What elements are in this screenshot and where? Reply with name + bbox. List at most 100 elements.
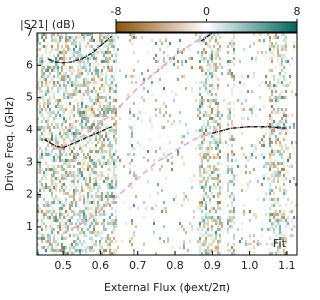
- heatmap-cell: [277, 36, 279, 39]
- heatmap-cell: [183, 228, 185, 231]
- heatmap-cell: [99, 147, 101, 150]
- heatmap-cell: [53, 96, 55, 99]
- heatmap-cell: [219, 207, 221, 210]
- heatmap-cell: [105, 36, 107, 39]
- heatmap-cell: [99, 72, 101, 75]
- heatmap-cell: [95, 147, 97, 150]
- heatmap-cell: [233, 138, 235, 141]
- heatmap-cell: [163, 153, 165, 156]
- heatmap-cell: [53, 117, 55, 120]
- heatmap-cell: [93, 48, 95, 51]
- heatmap-cell: [93, 168, 95, 171]
- heatmap-cell: [283, 216, 285, 219]
- heatmap-cell: [89, 159, 91, 162]
- heatmap-cell: [69, 123, 71, 126]
- heatmap-cell: [177, 150, 179, 153]
- heatmap-cell: [71, 81, 73, 84]
- heatmap-cell: [245, 171, 247, 174]
- heatmap-cell: [229, 135, 231, 138]
- heatmap-cell: [113, 168, 115, 171]
- heatmap-cell: [97, 75, 99, 78]
- heatmap-cell: [47, 111, 49, 114]
- heatmap-cell: [99, 87, 101, 90]
- heatmap-cell: [57, 54, 59, 57]
- heatmap-cell: [109, 96, 111, 99]
- heatmap-cell: [283, 111, 285, 114]
- heatmap-cell: [277, 162, 279, 165]
- heatmap-cell: [211, 135, 213, 138]
- heatmap-cell: [201, 33, 203, 36]
- heatmap-cell: [97, 231, 99, 234]
- heatmap-cell: [179, 39, 181, 42]
- heatmap-cell: [203, 195, 205, 198]
- heatmap-cell: [283, 213, 285, 216]
- heatmap-cell: [269, 117, 271, 120]
- heatmap-cell: [201, 105, 203, 108]
- heatmap-cell: [217, 183, 219, 186]
- heatmap-cell: [211, 117, 213, 120]
- heatmap-cell: [111, 87, 113, 90]
- heatmap-cell: [285, 147, 287, 150]
- heatmap-cell: [93, 243, 95, 246]
- heatmap-cell: [59, 78, 61, 81]
- heatmap-cell: [169, 141, 171, 144]
- heatmap-cell: [211, 141, 213, 144]
- heatmap-cell: [269, 195, 271, 198]
- heatmap-cell: [57, 69, 59, 72]
- heatmap-cell: [71, 222, 73, 225]
- heatmap-cell: [129, 168, 131, 171]
- heatmap-cell: [81, 171, 83, 174]
- heatmap-cell: [103, 123, 105, 126]
- heatmap-cell: [75, 81, 77, 84]
- heatmap-cell: [147, 90, 149, 93]
- heatmap-cell: [277, 219, 279, 222]
- heatmap-cell: [265, 51, 267, 54]
- heatmap-cell: [97, 129, 99, 132]
- heatmap-cell: [219, 48, 221, 51]
- heatmap-cell: [283, 189, 285, 192]
- heatmap-cell: [105, 75, 107, 78]
- heatmap-cell: [103, 252, 105, 255]
- heatmap-cell: [69, 117, 71, 120]
- heatmap-cell: [269, 192, 271, 195]
- heatmap-cell: [285, 84, 287, 87]
- heatmap-cell: [215, 231, 217, 234]
- heatmap-cell: [159, 48, 161, 51]
- heatmap-cell: [73, 123, 75, 126]
- heatmap-cell: [277, 48, 279, 51]
- heatmap-cell: [57, 48, 59, 51]
- heatmap-cell: [113, 195, 115, 198]
- heatmap-cell: [207, 222, 209, 225]
- heatmap-cell: [47, 93, 49, 96]
- heatmap-cell: [101, 192, 103, 195]
- heatmap-cell: [201, 219, 203, 222]
- heatmap-cell: [51, 243, 53, 246]
- heatmap-cell: [229, 117, 231, 120]
- heatmap-cell: [213, 156, 215, 159]
- heatmap-cell: [77, 60, 79, 63]
- heatmap-cell: [37, 195, 39, 198]
- heatmap-cell: [267, 84, 269, 87]
- heatmap-cell: [69, 39, 71, 42]
- heatmap-cell: [81, 219, 83, 222]
- x-tick-label: 0.7: [129, 259, 147, 272]
- heatmap-cell: [277, 246, 279, 249]
- heatmap-cell: [79, 75, 81, 78]
- heatmap-cell: [205, 234, 207, 237]
- heatmap-cell: [69, 129, 71, 132]
- heatmap-cell: [231, 72, 233, 75]
- heatmap-cell: [57, 87, 59, 90]
- heatmap-cell: [217, 102, 219, 105]
- heatmap-cell: [153, 219, 155, 222]
- heatmap-cell: [273, 174, 275, 177]
- heatmap-cell: [47, 237, 49, 240]
- heatmap-cell: [191, 57, 193, 60]
- heatmap-cell: [63, 48, 65, 51]
- heatmap-cell: [271, 51, 273, 54]
- heatmap-cell: [173, 120, 175, 123]
- heatmap-cell: [109, 165, 111, 168]
- heatmap-cell: [93, 228, 95, 231]
- heatmap-cell: [211, 177, 213, 180]
- heatmap-cell: [53, 102, 55, 105]
- heatmap-cell: [99, 120, 101, 123]
